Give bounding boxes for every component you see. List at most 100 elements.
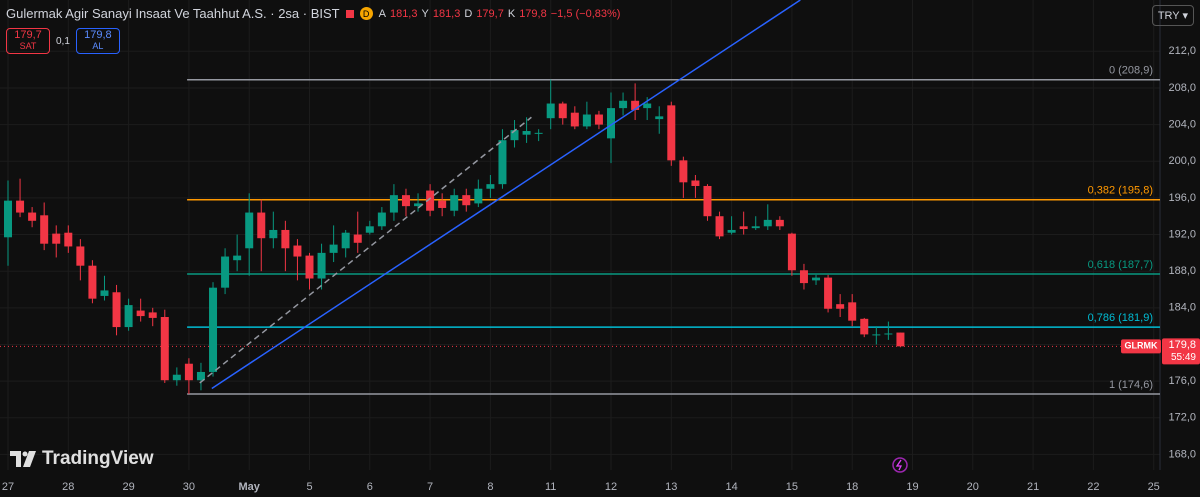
y-tick-label: 184,0	[1168, 302, 1196, 314]
candle-body	[510, 130, 519, 141]
y-tick-label: 208,0	[1168, 82, 1196, 94]
candle-body	[52, 233, 61, 244]
ohlc-value: 179,8	[519, 7, 547, 20]
candle-body	[594, 114, 603, 125]
candle-body	[703, 185, 712, 217]
candle-body	[667, 105, 676, 161]
x-tick-label: 7	[427, 481, 433, 493]
ohlc-value: 181,3	[432, 7, 461, 20]
x-tick-label: 29	[122, 481, 134, 493]
badge: D	[359, 7, 373, 20]
candle-body	[607, 108, 615, 139]
brand: TradingView	[10, 448, 154, 470]
candle-body	[450, 195, 459, 211]
candle-body	[582, 114, 591, 127]
x-tick-label: 21	[1027, 481, 1039, 493]
candle-body	[619, 100, 628, 109]
price-tag-value: 179,8	[1168, 339, 1196, 351]
x-tick-label: 15	[786, 481, 798, 493]
candle-body	[124, 305, 133, 328]
trade-panel: 179,7 SAT 0,1 179,8 AL	[6, 28, 120, 54]
event-bolt	[895, 459, 903, 471]
candle-body	[305, 255, 314, 279]
x-tick-label: 30	[183, 481, 195, 493]
y-tick-label: 168,0	[1168, 448, 1196, 460]
ohlc-key: Y	[421, 7, 429, 20]
candle-body	[799, 270, 808, 284]
x-tick-label: 19	[906, 481, 918, 493]
candle-body	[812, 277, 821, 281]
sell-button[interactable]: 179,7 SAT	[6, 28, 50, 54]
fib-label: 0,382 (195,8)	[1088, 185, 1153, 197]
candle-body	[389, 195, 398, 213]
y-tick-label: 212,0	[1168, 45, 1196, 57]
currency-select[interactable]: TRY ▾	[1151, 5, 1194, 26]
candle-body	[715, 216, 724, 237]
candle-body	[209, 287, 218, 372]
candle-body	[257, 212, 266, 239]
trend-line	[211, 0, 801, 390]
candle-body	[269, 229, 278, 239]
ohlc-value: 179,7	[476, 7, 504, 20]
candle-body	[221, 256, 230, 288]
candle-body	[76, 246, 85, 266]
candle-body	[739, 226, 748, 230]
x-tick-label: 28	[62, 481, 74, 493]
candle-body	[558, 103, 567, 119]
x-tick-label: 6	[367, 481, 373, 493]
candle-body	[160, 316, 169, 381]
candle-body	[112, 292, 121, 328]
x-tick-label: 13	[665, 481, 677, 493]
candle-body	[401, 195, 410, 207]
candle-body	[462, 195, 471, 206]
candle-body	[148, 312, 157, 318]
ohlc-key: A	[378, 7, 386, 20]
header: Gulermak Agir Sanayi Insaat Ve Taahhut A…	[6, 6, 620, 21]
brand-logo	[10, 451, 36, 467]
ohlc-value: 181,3	[389, 7, 418, 20]
symbol-tag-text: GLRMK	[1125, 341, 1158, 351]
event-icon[interactable]	[892, 457, 908, 473]
candle-body	[245, 212, 254, 249]
y-tick-label: 196,0	[1168, 192, 1196, 204]
candle-body	[196, 371, 205, 381]
candle-body	[896, 332, 905, 347]
candle-body	[353, 234, 362, 243]
price-axis-bg	[1160, 0, 1200, 497]
candle-body	[377, 212, 386, 227]
candle-body	[655, 116, 664, 120]
x-tick-label: 5	[306, 481, 312, 493]
candle-body	[281, 229, 290, 249]
buy-price: 179,8	[84, 29, 112, 41]
candle-body	[546, 103, 555, 119]
candle-body	[775, 219, 784, 227]
candle-body	[679, 160, 688, 183]
x-tick-label: 20	[967, 481, 979, 493]
candle-body	[787, 233, 796, 271]
y-tick-label: 172,0	[1168, 412, 1196, 424]
x-tick-label: 11	[545, 481, 556, 493]
x-tick-label: 22	[1087, 481, 1099, 493]
candle-body	[414, 203, 423, 207]
candle-body	[293, 245, 302, 257]
price-tag-countdown: 55:49	[1171, 352, 1196, 363]
candle-body	[836, 304, 845, 309]
candle-body	[365, 226, 374, 233]
x-tick-label: 14	[725, 481, 737, 493]
candle-body	[860, 318, 869, 335]
price-tag	[1162, 338, 1200, 365]
y-tick-label: 192,0	[1168, 228, 1196, 240]
candle-body	[486, 184, 495, 189]
x-tick-label: 25	[1148, 481, 1160, 493]
candle-body	[136, 310, 145, 317]
buy-button[interactable]: 179,8 AL	[75, 28, 120, 54]
fib-label: 0,786 (181,9)	[1088, 312, 1153, 324]
candle-body	[691, 180, 700, 186]
fib-label: 0 (208,9)	[1109, 65, 1153, 77]
sell-label: SAT	[19, 41, 37, 51]
ohlc: A 181,3 Y 181,3 D 179,7 K 179,8 −1,5 (−0,83%)	[379, 8, 621, 20]
candle-body	[28, 212, 37, 221]
candle-body	[341, 232, 350, 249]
candle-body	[872, 334, 881, 336]
